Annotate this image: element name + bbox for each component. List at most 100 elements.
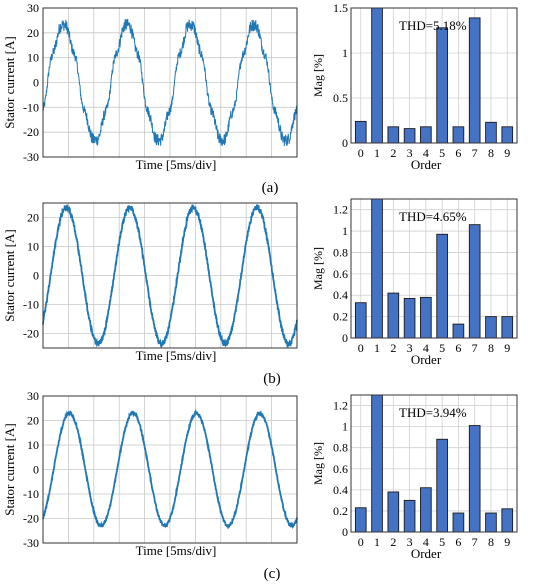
x-axis-label: Order <box>411 157 442 172</box>
y-tick-label: 0 <box>33 463 39 477</box>
bar-order-1 <box>371 198 383 339</box>
y-tick-label: -30 <box>23 536 39 550</box>
plot-frame <box>42 7 298 158</box>
bar-order-5 <box>436 233 448 339</box>
x-tick-label: 8 <box>488 146 494 160</box>
bar-order-1 <box>371 7 383 144</box>
x-tick-label: 9 <box>504 341 510 355</box>
x-tick-label: 0 <box>358 146 364 160</box>
x-tick-label: 1 <box>374 535 380 549</box>
x-tick-label: 7 <box>472 146 478 160</box>
bar-order-8 <box>485 316 497 339</box>
bar-order-5 <box>436 27 448 144</box>
y-tick-label: -10 <box>23 487 39 501</box>
y-tick-label: -20 <box>23 125 39 139</box>
bar-order-6 <box>452 323 465 339</box>
y-tick-label: 20 <box>27 211 39 225</box>
x-tick-label: 4 <box>423 341 429 355</box>
y-axis-label: Stator current [A] <box>2 229 17 321</box>
waveform-chart: 30 20 10 0 -10 -20 -30 Stator current [A] Time [… <box>2 1 298 172</box>
x-tick-label: 1 <box>374 341 380 355</box>
y-tick-label: 30 <box>27 389 39 403</box>
y-tick-label: 0 <box>33 269 39 283</box>
x-axis-label: Order <box>411 546 442 561</box>
y-tick-label: 1.2 <box>333 203 348 217</box>
bar-order-4 <box>420 126 432 144</box>
x-tick-label: 5 <box>439 535 445 549</box>
x-tick-label: 6 <box>455 535 461 549</box>
x-tick-label: 8 <box>488 535 494 549</box>
x-axis-label: Time [5ms/div] <box>136 157 217 172</box>
y-tick-label: 0.8 <box>333 441 348 455</box>
bar-order-5 <box>436 438 448 533</box>
bar-order-7 <box>468 17 481 144</box>
y-tick-label: 1.5 <box>333 1 348 15</box>
panel-label: (c) <box>264 566 281 582</box>
x-tick-label: 2 <box>390 535 396 549</box>
bar-order-7 <box>468 425 481 533</box>
y-tick-label: 20 <box>27 26 39 40</box>
x-tick-label: 3 <box>407 341 413 355</box>
y-tick-label: 1.2 <box>333 399 348 413</box>
y-tick-label: 0.2 <box>333 504 348 518</box>
bar-order-0 <box>354 120 367 144</box>
bar-order-9 <box>501 508 514 533</box>
x-tick-label: 6 <box>455 341 461 355</box>
y-tick-label: 10 <box>27 51 39 65</box>
bar-order-3 <box>403 499 416 533</box>
x-tick-label: 3 <box>407 535 413 549</box>
x-tick-label: 3 <box>407 146 413 160</box>
x-tick-label: 1 <box>374 146 380 160</box>
y-tick-label: 30 <box>27 1 39 15</box>
y-tick-label: 1 <box>342 224 348 238</box>
y-tick-label: -20 <box>23 327 39 341</box>
x-tick-label: 4 <box>423 535 429 549</box>
bar-order-3 <box>403 297 416 339</box>
y-tick-label: 0 <box>342 331 348 345</box>
x-tick-label: 7 <box>472 535 478 549</box>
bar-order-2 <box>387 292 400 339</box>
x-axis-label: Order <box>411 352 442 367</box>
y-tick-label: -30 <box>23 150 39 164</box>
bar-order-6 <box>452 126 465 144</box>
bar-order-9 <box>501 126 514 144</box>
y-axis-label: Mag [%] <box>311 247 325 290</box>
stator-current-line <box>42 409 298 530</box>
y-tick-label: 0 <box>33 76 39 90</box>
harmonic-chart: 1.210.80.60.40.200 1 2 3 4 5 6 7 8 9THD=4.65%Mag … <box>311 198 518 367</box>
y-tick-label: -20 <box>23 512 39 526</box>
harmonic-chart: 1.210.80.60.40.200 1 2 3 4 5 6 7 8 9THD=3.94%Mag … <box>311 394 518 561</box>
y-tick-label: -10 <box>23 100 39 114</box>
bar-order-3 <box>403 128 416 144</box>
x-tick-label: 4 <box>423 146 429 160</box>
x-tick-label: 7 <box>472 341 478 355</box>
y-tick-label: 0.6 <box>333 267 348 281</box>
thd-annotation: THD=5.18% <box>399 18 467 33</box>
y-axis-label: Mag [%] <box>311 442 325 485</box>
bar-order-9 <box>501 316 514 339</box>
y-tick-label: 0.6 <box>333 462 348 476</box>
bar-order-0 <box>354 507 367 533</box>
x-tick-label: 6 <box>455 146 461 160</box>
y-tick-label: 20 <box>27 414 39 428</box>
x-tick-label: 0 <box>358 341 364 355</box>
bar-order-8 <box>485 121 497 144</box>
bar-order-0 <box>354 302 367 339</box>
x-tick-label: 9 <box>504 535 510 549</box>
y-axis-label: Mag [%] <box>311 54 325 97</box>
y-tick-label: 10 <box>27 240 39 254</box>
y-axis-label: Stator current [A] <box>2 423 17 515</box>
plot-frame <box>42 202 298 349</box>
plot-frame <box>350 198 518 339</box>
x-tick-label: 9 <box>504 146 510 160</box>
x-axis-label: Time [5ms/div] <box>136 543 217 558</box>
waveform-chart: 20 10 0 -10 -20 Stator current [A] Time [5ms/d… <box>2 202 298 363</box>
bar-order-1 <box>371 394 383 533</box>
bar-order-4 <box>420 296 432 339</box>
plot-frame <box>350 394 518 533</box>
y-tick-label: 0.5 <box>333 91 348 105</box>
bar-order-6 <box>452 512 465 533</box>
x-tick-label: 8 <box>488 341 494 355</box>
x-axis-label: Time [5ms/div] <box>136 348 217 363</box>
